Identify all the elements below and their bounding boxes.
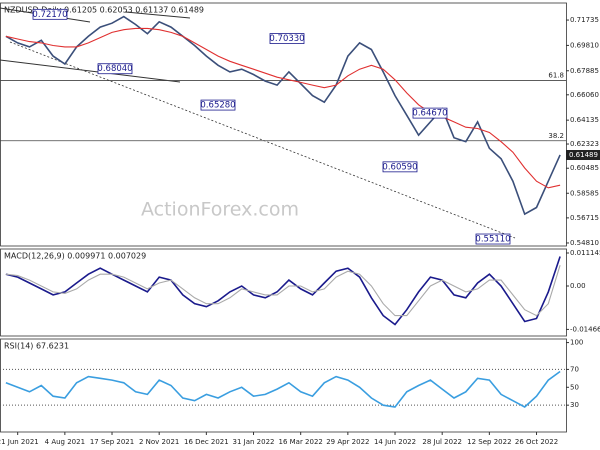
panel-frame [0,248,567,337]
series-line [5,265,561,317]
y-tick-label: 0.00 [570,282,586,290]
panel-title: MACD(12,26,9) 0.009971 0.007029 [4,252,146,261]
series-line [5,27,561,189]
x-tick-label: 21 Jun 2021 [0,438,39,446]
series-line [5,370,561,408]
price-label-box [412,107,448,119]
y-tick-label: -0.014668 [570,325,600,333]
x-tick-label: 4 Aug 2021 [45,438,85,446]
y-tick-label: 50 [570,383,579,391]
y-tick-label: 0.66060 [570,91,599,99]
y-tick-label: 0.62323 [570,140,599,148]
price-label-box [382,161,418,173]
panel-frame [0,338,567,433]
x-tick-label: 28 Jul 2022 [422,438,462,446]
price-label-box [475,233,511,245]
panel-title: NZDUSD,Daily 0.61205 0.62053 0.61137 0.6… [4,6,204,15]
price-label: 0.60590 [382,162,417,172]
price-label: 0.70330 [269,34,304,44]
y-tick-label: 0.58585 [570,189,599,197]
y-tick-label: 0.71735 [570,16,599,24]
y-tick-label: 0.011145 [570,249,600,257]
price-label-box [269,33,305,44]
x-tick-label: 16 Mar 2022 [278,438,322,446]
x-tick-label: 26 Oct 2022 [515,438,558,446]
y-tick-label: 30 [570,401,579,409]
trend-line [0,59,181,83]
fib-label: 61.8 [548,72,564,80]
price-label-box [200,99,236,111]
x-tick-label: 17 Sep 2021 [90,438,134,446]
y-tick-label: 0.60485 [570,164,599,172]
price-label: 0.64670 [412,109,447,119]
panel-frame [0,2,567,247]
x-tick-label: 16 Dec 2021 [184,438,229,446]
price-label-box [32,8,68,20]
price-label: 0.72170 [32,10,67,20]
panel-title: RSI(14) 67.6231 [4,342,69,351]
last-price-label: 0.61489 [569,151,598,159]
fib-label: 38.2 [548,132,564,140]
price-label-box [97,63,133,75]
x-tick-label: 2 Nov 2021 [139,438,179,446]
y-tick-label: 0.54810 [570,239,599,247]
y-tick-label: 70 [570,365,579,373]
price-label: 0.65280 [200,101,235,111]
price-label: 0.68040 [97,64,132,74]
y-tick-label: 100 [570,339,583,347]
y-tick-label: 0.56715 [570,214,599,222]
trend-line [124,11,191,19]
y-tick-label: 0.69810 [570,41,599,49]
watermark: ActionForex.com [141,199,299,221]
x-tick-label: 29 Apr 2022 [326,438,369,446]
last-price-box [566,150,600,161]
x-tick-label: 31 Jan 2022 [233,438,275,446]
y-tick-label: 0.64135 [570,116,599,124]
y-tick-label: 0.67885 [570,67,599,75]
x-tick-label: 14 Jun 2022 [374,438,416,446]
price-label: 0.55110 [475,235,510,245]
x-tick-label: 12 Sep 2022 [467,438,511,446]
series-line [5,256,561,326]
